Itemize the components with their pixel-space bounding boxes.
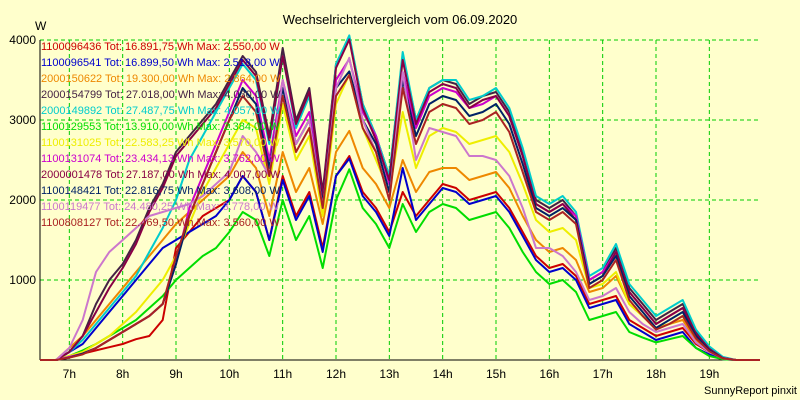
y-tick-label: 1000	[9, 273, 36, 287]
legend-entry: 2000154799 Tot: 27.018,00 Wh Max: 4.030,…	[41, 89, 281, 101]
legend-entry: 1100129553 Tot: 13.910,00 Wh Max: 2.384,…	[41, 121, 280, 133]
x-tick-label: 7h	[63, 367, 76, 381]
chart-title: Wechselrichtervergleich vom 06.09.2020	[283, 12, 518, 27]
legend-entry: 1100119477 Tot: 24.480,25 Wh Max: 3.778,…	[41, 201, 280, 213]
x-tick-label: 10h	[219, 367, 239, 381]
x-tick-label: 12h	[326, 367, 346, 381]
series-line	[40, 155, 760, 361]
x-tick-label: 15h	[486, 367, 506, 381]
axes: 1000 2000 3000 4000 7h 8h 9h 10h 11h 12h 13h 14h 15h…	[9, 33, 760, 381]
series-line	[40, 38, 760, 361]
x-tick-label: 19h	[699, 367, 719, 381]
y-tick-label: 3000	[9, 113, 36, 127]
legend-entry: 2000150622 Tot: 19.300,00 Wh Max: 2.864,…	[41, 73, 281, 85]
series-line	[40, 74, 760, 361]
legend: 1100096436 Tot: 16.891,75 Wh Max: 2.550,…	[41, 41, 281, 229]
y-axis-unit-label: W	[35, 19, 47, 33]
x-tick-label: 8h	[116, 367, 129, 381]
legend-entry: 1100148421 Tot: 22.816,75 Wh Max: 3.608,…	[41, 185, 280, 197]
legend-entry: 1100808127 Tot: 22.469,50 Wh Max: 3.560,…	[41, 217, 280, 229]
series-line	[40, 157, 760, 361]
series-lines	[40, 34, 760, 361]
y-tick-label: 4000	[9, 33, 36, 47]
x-tick-label: 17h	[593, 367, 613, 381]
y-tick-label: 2000	[9, 193, 36, 207]
x-tick-label: 11h	[273, 367, 292, 381]
legend-entry: 1100131074 Tot: 23.434,13 Wh Max: 3.762,…	[41, 153, 280, 165]
legend-entry: 1100096436 Tot: 16.891,75 Wh Max: 2.550,…	[41, 41, 280, 53]
legend-entry: 2000149892 Tot: 27.487,75 Wh Max: 4.057,…	[41, 105, 281, 117]
x-tick-label: 13h	[379, 367, 399, 381]
credit-text: SunnyReport pinxit	[704, 385, 797, 397]
legend-entry: 2000001478 Tot: 27.187,00 Wh Max: 4.007,…	[41, 169, 281, 181]
legend-entry: 1100131025 Tot: 22.583,25 Wh Max: 3.570,…	[41, 137, 280, 149]
x-tick-label: 9h	[169, 367, 182, 381]
x-tick-label: 18h	[646, 367, 666, 381]
x-tick-label: 14h	[433, 367, 453, 381]
x-tick-label: 16h	[539, 367, 559, 381]
legend-entry: 1100096541 Tot: 16.899,50 Wh Max: 2.518,…	[41, 57, 280, 69]
series-line	[40, 168, 760, 361]
